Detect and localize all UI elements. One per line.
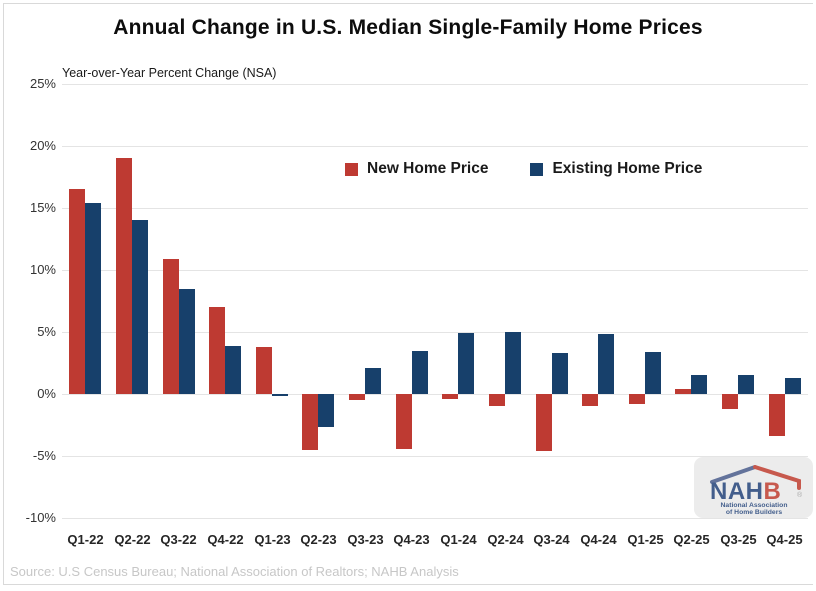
bar-existing-Q4-23	[412, 351, 428, 394]
gridline	[62, 518, 808, 519]
bar-existing-Q1-22	[85, 203, 101, 394]
bar-existing-Q3-23	[365, 368, 381, 394]
x-tick-label: Q1-24	[440, 532, 477, 547]
bar-existing-Q1-23	[272, 394, 288, 396]
bar-existing-Q3-22	[179, 289, 195, 394]
legend-label: New Home Price	[367, 160, 489, 177]
y-tick-label: 10%	[29, 262, 56, 277]
x-tick-label: Q3-22	[160, 532, 197, 547]
bar-new-Q4-24	[582, 394, 598, 406]
x-tick-label: Q1-23	[254, 532, 291, 547]
svg-text:®: ®	[797, 491, 803, 499]
x-tick-label: Q4-25	[766, 532, 803, 547]
svg-text:NAHB: NAHB	[710, 478, 781, 505]
y-tick-label: 20%	[29, 138, 56, 153]
bar-existing-Q2-22	[132, 220, 148, 394]
chart-subtitle: Year-over-Year Percent Change (NSA)	[62, 66, 277, 80]
x-tick-label: Q4-23	[393, 532, 430, 547]
nahb-logo: NAHB ® National Association of Home Buil…	[694, 457, 813, 518]
x-tick-label: Q1-25	[627, 532, 664, 547]
bar-new-Q3-22	[163, 259, 179, 394]
bar-new-Q1-25	[629, 394, 645, 404]
bar-existing-Q4-25	[785, 378, 801, 394]
chart-title: Annual Change in U.S. Median Single-Fami…	[113, 16, 703, 39]
bar-existing-Q2-24	[505, 332, 521, 394]
bar-new-Q3-23	[349, 394, 365, 400]
bar-new-Q1-22	[69, 189, 85, 394]
bar-existing-Q2-23	[318, 394, 334, 427]
gridline	[62, 84, 808, 85]
svg-text:of Home Builders: of Home Builders	[725, 509, 781, 515]
bar-existing-Q3-24	[552, 353, 568, 394]
gridline	[62, 146, 808, 147]
bar-existing-Q2-25	[691, 375, 707, 394]
y-tick-label: -5%	[32, 448, 56, 463]
gridline	[62, 270, 808, 271]
bar-new-Q4-25	[769, 394, 785, 436]
gridline	[62, 332, 808, 333]
x-tick-label: Q1-22	[67, 532, 104, 547]
bar-new-Q4-23	[396, 394, 412, 449]
legend-label: Existing Home Price	[552, 160, 703, 177]
x-tick-label: Q2-23	[300, 532, 337, 547]
bar-existing-Q1-25	[645, 352, 661, 394]
existing-home-swatch-icon	[530, 162, 544, 176]
bar-existing-Q4-24	[598, 334, 614, 394]
legend-item-existing-home: Existing Home Price	[530, 160, 702, 178]
bar-new-Q4-22	[209, 307, 225, 394]
chart-legend: New Home Price Existing Home Price	[345, 160, 702, 178]
bar-existing-Q4-22	[225, 346, 241, 394]
legend-item-new-home: New Home Price	[345, 160, 488, 178]
gridline	[62, 394, 808, 395]
bar-new-Q1-24	[442, 394, 458, 399]
gridline	[62, 456, 808, 457]
source-note: Source: U.S Census Bureau; National Asso…	[10, 564, 459, 579]
x-tick-label: Q2-24	[487, 532, 524, 547]
x-tick-label: Q3-23	[347, 532, 384, 547]
gridline	[62, 208, 808, 209]
bar-new-Q3-24	[536, 394, 552, 451]
bar-new-Q2-22	[116, 158, 132, 394]
x-tick-label: Q3-25	[720, 532, 757, 547]
svg-text:National Association: National Association	[720, 502, 787, 509]
bar-new-Q1-23	[256, 347, 272, 394]
x-tick-label: Q2-25	[673, 532, 710, 547]
nahb-logo-icon: NAHB ® National Association of Home Buil…	[709, 464, 803, 515]
bar-new-Q2-24	[489, 394, 505, 406]
x-tick-label: Q3-24	[533, 532, 570, 547]
bar-new-Q3-25	[722, 394, 738, 409]
bar-existing-Q1-24	[458, 333, 474, 394]
bar-new-Q2-23	[302, 394, 318, 450]
y-tick-label: -10%	[25, 510, 56, 525]
x-tick-label: Q2-22	[114, 532, 151, 547]
y-tick-label: 0%	[37, 386, 56, 401]
x-tick-label: Q4-22	[207, 532, 244, 547]
x-tick-label: Q4-24	[580, 532, 617, 547]
bar-new-Q2-25	[675, 389, 691, 394]
y-tick-label: 15%	[29, 200, 56, 215]
y-tick-label: 5%	[37, 324, 56, 339]
bar-existing-Q3-25	[738, 375, 754, 394]
y-tick-label: 25%	[29, 76, 56, 91]
new-home-swatch-icon	[345, 162, 358, 176]
